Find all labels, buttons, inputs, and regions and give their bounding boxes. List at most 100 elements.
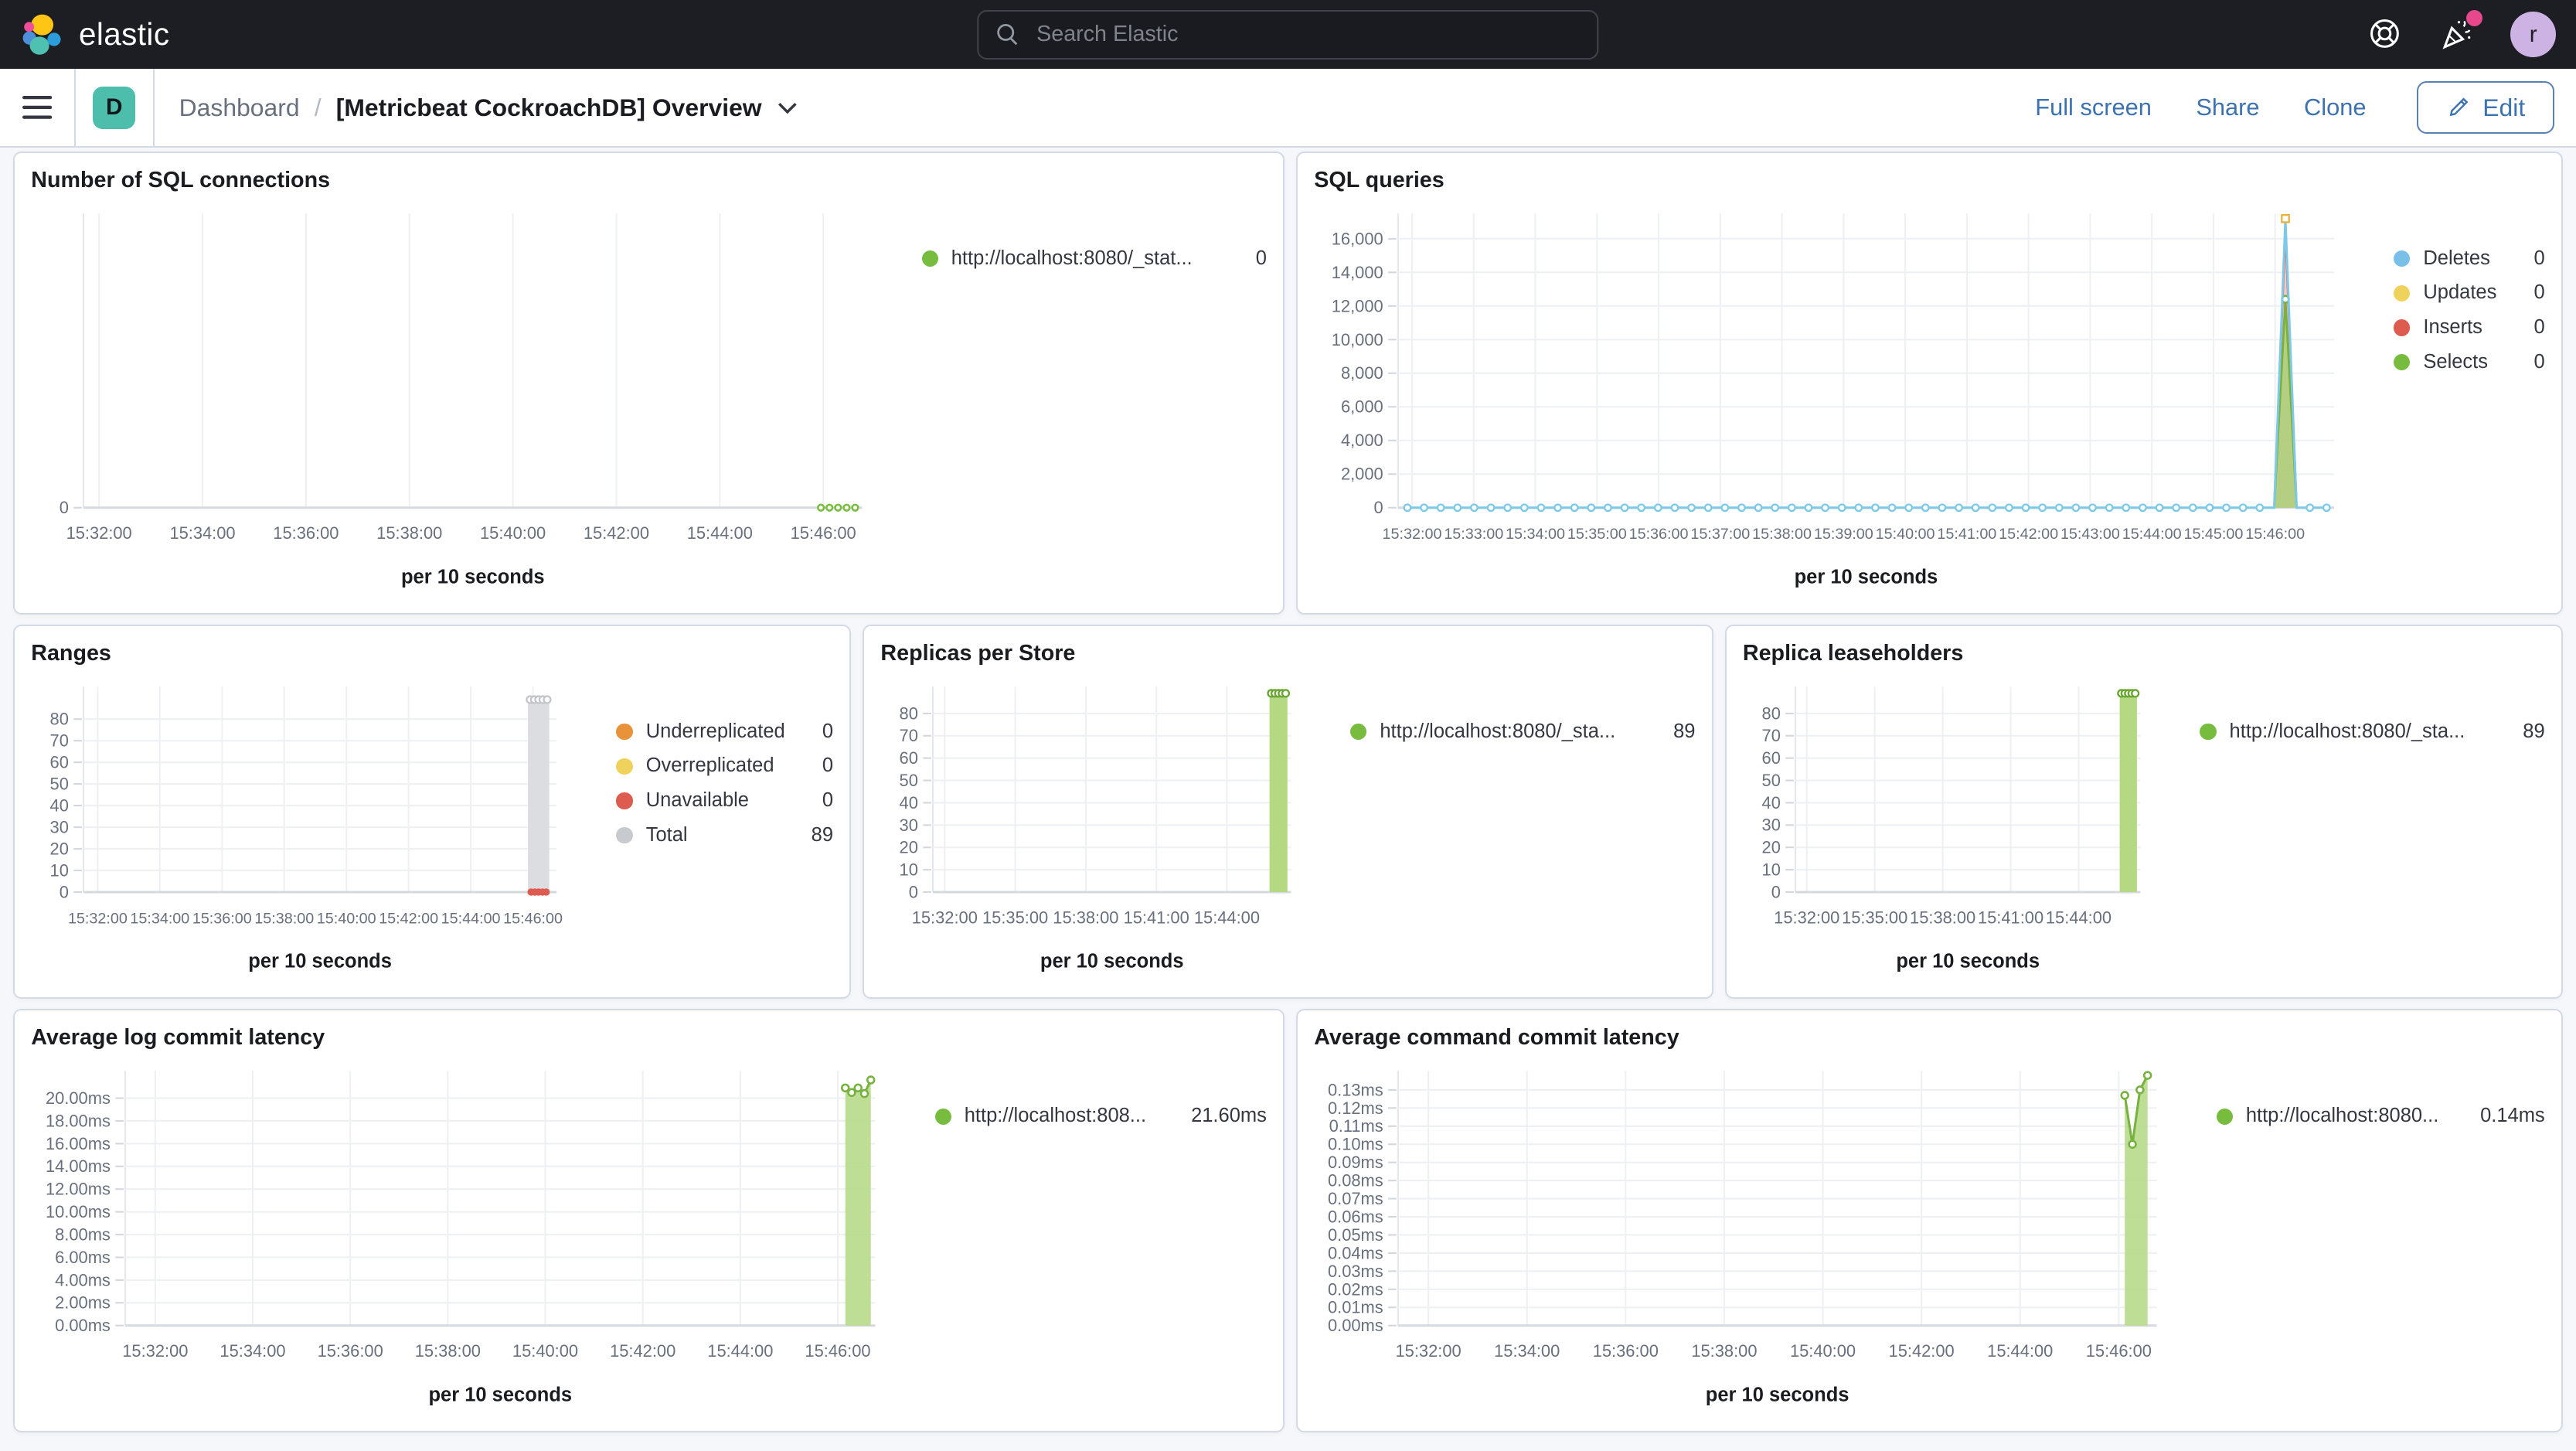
dashboard-toolbar: D Dashboard / [Metricbeat CockroachDB] O… [0, 68, 2576, 148]
panel-ranges: Ranges 15:32:00 15:34:00 15:36:00 15:38:00 1… [13, 624, 852, 1000]
svg-text:15:34:00: 15:34:00 [131, 910, 190, 927]
svg-text:80: 80 [1761, 703, 1780, 723]
help-icon[interactable] [2366, 15, 2405, 54]
svg-text:60: 60 [900, 748, 918, 768]
legend-item[interactable]: Updates 0 [2394, 281, 2545, 305]
svg-text:per 10 seconds: per 10 seconds [401, 566, 545, 588]
svg-text:0: 0 [909, 882, 918, 901]
legend-series-dot [2216, 1108, 2233, 1125]
svg-text:15:44:00: 15:44:00 [708, 1342, 774, 1361]
legend-item[interactable]: Total 89 [616, 823, 833, 848]
svg-text:15:36:00: 15:36:00 [1593, 1342, 1659, 1361]
svg-text:15:41:00: 15:41:00 [1978, 908, 2043, 927]
svg-text:15:40:00: 15:40:00 [317, 910, 376, 927]
svg-text:15:32:00: 15:32:00 [66, 523, 132, 543]
svg-text:15:38:00: 15:38:00 [376, 523, 442, 543]
svg-text:15:35:00: 15:35:00 [982, 908, 1048, 927]
svg-text:0.11ms: 0.11ms [1329, 1117, 1383, 1136]
breadcrumb-separator: / [314, 93, 322, 121]
svg-text:15:44:00: 15:44:00 [1194, 908, 1260, 927]
chevron-down-icon[interactable] [777, 100, 798, 115]
svg-text:15:32:00: 15:32:00 [1383, 526, 1442, 543]
svg-text:0: 0 [1771, 882, 1781, 901]
svg-text:15:38:00: 15:38:00 [1752, 526, 1812, 543]
svg-text:15:42:00: 15:42:00 [379, 910, 438, 927]
legend-series-value: 0 [822, 754, 834, 777]
svg-text:15:41:00: 15:41:00 [1938, 526, 1997, 543]
chart-legend: Underreplicated 0 Overreplicated 0 Unavailab… [580, 720, 833, 984]
legend-item[interactable]: Deletes 0 [2394, 247, 2545, 271]
svg-text:0: 0 [1374, 498, 1383, 517]
legend-item[interactable]: Overreplicated 0 [616, 754, 833, 778]
svg-text:15:42:00: 15:42:00 [584, 523, 649, 543]
legend-series-value: 0 [2533, 281, 2545, 304]
svg-text:10: 10 [900, 860, 918, 880]
svg-text:20.00ms: 20.00ms [46, 1088, 111, 1108]
legend-series-label: Underreplicated [645, 720, 785, 742]
svg-text:0.13ms: 0.13ms [1328, 1081, 1383, 1100]
breadcrumb-dashboard[interactable]: Dashboard [179, 93, 300, 121]
svg-text:15:38:00: 15:38:00 [415, 1342, 481, 1361]
panel-title: Replicas per Store [880, 640, 1076, 666]
chart-canvas-replicas-per-store: 15:32:00 15:35:00 15:38:00 15:41:00 15:44:00… [880, 670, 1314, 984]
svg-text:4.00ms: 4.00ms [55, 1271, 111, 1290]
legend-series-dot [616, 724, 633, 741]
svg-text:15:44:00: 15:44:00 [2046, 908, 2112, 927]
svg-text:15:35:00: 15:35:00 [1842, 908, 1907, 927]
legend-series-value: 0 [822, 720, 834, 742]
share-button[interactable]: Share [2196, 94, 2260, 121]
clone-button[interactable]: Clone [2303, 94, 2367, 121]
elastic-logo-icon[interactable] [20, 12, 64, 56]
legend-item[interactable]: http://localhost:8080/_sta... 89 [2200, 720, 2545, 744]
pencil-icon [2447, 96, 2470, 119]
legend-item[interactable]: http://localhost:8080... 0.14ms [2216, 1104, 2545, 1129]
legend-item[interactable]: Unavailable 0 [616, 789, 833, 813]
svg-text:15:38:00: 15:38:00 [1910, 908, 1975, 927]
legend-series-dot [616, 827, 633, 844]
global-search[interactable] [977, 9, 1599, 60]
svg-text:15:46:00: 15:46:00 [503, 910, 563, 927]
svg-text:15:32:00: 15:32:00 [1396, 1342, 1462, 1361]
legend-series-dot [934, 1108, 951, 1125]
chart-legend: http://localhost:8080... 0.14ms [2180, 1104, 2545, 1418]
chart-legend: http://localhost:8080/_sta... 89 [2164, 720, 2545, 984]
legend-series-label: http://localhost:8080/_sta... [2229, 720, 2465, 742]
svg-text:15:44:00: 15:44:00 [1987, 1342, 2053, 1361]
legend-series-dot [616, 758, 633, 775]
svg-text:15:40:00: 15:40:00 [1876, 526, 1935, 543]
panel-sql-queries: SQL queries 15:32:00 15:33:00 15:34:00 15:3… [1296, 151, 2563, 615]
svg-text:20: 20 [1761, 838, 1780, 857]
legend-series-label: Updates [2423, 281, 2497, 304]
svg-text:18.00ms: 18.00ms [46, 1112, 111, 1131]
panel-replica-leaseholders: Replica leaseholders 15:32:00 15:35:00 15:… [1724, 624, 2563, 1000]
news-icon[interactable] [2438, 9, 2482, 54]
svg-text:2,000: 2,000 [1341, 465, 1383, 484]
space-switcher[interactable]: D [76, 68, 155, 148]
legend-series-dot [1350, 724, 1367, 741]
legend-series-dot [2394, 353, 2411, 371]
legend-series-value: 89 [811, 823, 834, 846]
svg-text:15:43:00: 15:43:00 [2060, 526, 2120, 543]
user-avatar[interactable]: r [2510, 11, 2557, 58]
legend-item[interactable]: Underreplicated 0 [616, 720, 833, 744]
svg-text:15:33:00: 15:33:00 [1445, 526, 1504, 543]
svg-text:15:36:00: 15:36:00 [1629, 526, 1689, 543]
nav-menu-button[interactable] [0, 68, 76, 148]
legend-item[interactable]: Inserts 0 [2394, 315, 2545, 340]
edit-button[interactable]: Edit [2417, 81, 2555, 135]
chart-canvas-sql-connections: 15:32:00 15:34:00 15:36:00 15:38:00 15:40:00… [31, 197, 886, 600]
legend-series-label: Selects [2423, 350, 2488, 373]
svg-text:0.06ms: 0.06ms [1328, 1207, 1383, 1227]
legend-series-label: Deletes [2423, 247, 2490, 269]
legend-item[interactable]: http://localhost:8080/_sta... 89 [1350, 720, 1696, 744]
svg-text:6.00ms: 6.00ms [55, 1248, 111, 1267]
svg-text:15:46:00: 15:46:00 [791, 523, 856, 543]
legend-item[interactable]: http://localhost:8080/_stat... 0 [921, 247, 1267, 271]
notification-dot [2465, 9, 2482, 26]
legend-item[interactable]: Selects 0 [2394, 350, 2545, 375]
full-screen-button[interactable]: Full screen [2035, 94, 2152, 121]
search-input[interactable] [1033, 20, 1581, 49]
svg-text:15:45:00: 15:45:00 [2184, 526, 2244, 543]
legend-item[interactable]: http://localhost:808... 21.60ms [934, 1104, 1267, 1129]
